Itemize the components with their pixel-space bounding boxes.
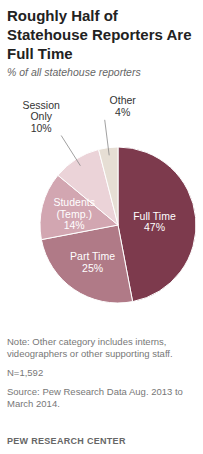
data-label: 47% <box>144 221 165 233</box>
category-label: Part Time <box>70 250 115 262</box>
data-label: 4% <box>115 106 130 118</box>
note: Note: Other category includes interns, v… <box>7 336 197 360</box>
pie-slice <box>99 147 118 225</box>
subtitle: % of all statehouse reporters <box>7 66 197 78</box>
source: Source: Pew Research Data Aug. 2013 to M… <box>7 386 197 410</box>
pie-slice <box>118 147 196 302</box>
labels: Full Time47%Part Time25%Students(Temp.)1… <box>23 94 176 274</box>
data-label: 14% <box>64 219 85 231</box>
notes: Note: Other category includes interns, v… <box>7 336 197 417</box>
category-label: Students <box>53 196 94 208</box>
category-label: Other <box>110 94 137 106</box>
category-label: Full Time <box>133 210 176 222</box>
credit: PEW RESEARCH CENTER <box>7 436 126 446</box>
leader-line <box>105 120 109 156</box>
slice-label: Full Time47% <box>133 210 176 234</box>
sample-size: N=1,592 <box>7 367 197 379</box>
slice-label: SessionOnly10% <box>23 99 61 134</box>
chart: Full Time47%Part Time25%Students(Temp.)1… <box>0 80 203 330</box>
category-label: Only <box>30 110 52 122</box>
title: Roughly Half of Statehouse Reporters Are… <box>7 6 197 63</box>
slice-label: Part Time25% <box>70 250 115 273</box>
slice-label: Other4% <box>110 94 137 118</box>
data-label: 10% <box>31 122 52 134</box>
category-label: Session <box>23 99 61 111</box>
slices <box>40 147 196 303</box>
category-label: (Temp.) <box>56 208 92 220</box>
slice-label: Students(Temp.)14% <box>53 196 94 231</box>
leader-line <box>61 136 80 166</box>
data-label: 25% <box>82 262 103 274</box>
